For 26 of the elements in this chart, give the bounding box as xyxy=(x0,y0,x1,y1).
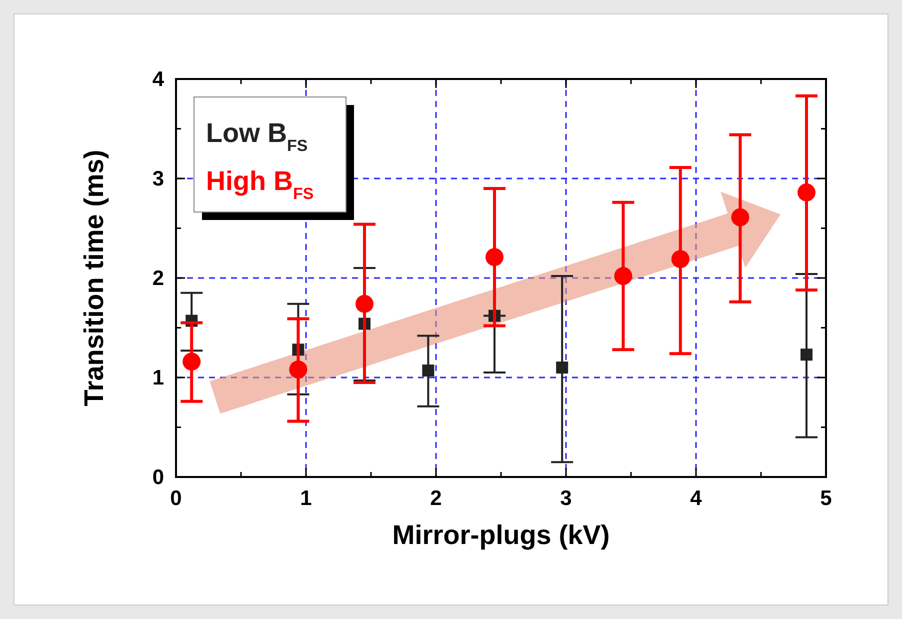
point xyxy=(182,352,201,371)
point xyxy=(486,248,504,266)
point xyxy=(798,183,816,202)
point xyxy=(800,348,812,361)
text: High B$_{FS}$ xyxy=(206,166,314,203)
x-tick-label: 1 xyxy=(300,487,312,510)
y-axis-title: Transition time (ms) xyxy=(79,150,109,406)
text: Low B$_{FS}$ xyxy=(206,118,308,155)
point xyxy=(671,250,690,268)
x-tick-label: 3 xyxy=(560,487,572,510)
point xyxy=(614,267,632,286)
x-tick-label: 0 xyxy=(170,487,182,510)
point xyxy=(289,360,308,379)
point xyxy=(422,364,434,377)
y-tick-label: 0 xyxy=(152,466,164,489)
y-tick-label: 2 xyxy=(152,267,164,290)
x-tick-label: 5 xyxy=(820,487,832,510)
y-tick-label: 1 xyxy=(152,366,164,390)
y-tick-label: 4 xyxy=(152,68,164,91)
x-tick-label: 4 xyxy=(690,487,702,510)
point xyxy=(356,294,374,313)
x-tick-label: 2 xyxy=(430,487,442,510)
point xyxy=(556,362,568,374)
x-axis-title: Mirror-plugs (kV) xyxy=(392,520,610,550)
y-tick-label: 3 xyxy=(152,168,164,190)
point xyxy=(731,208,750,226)
